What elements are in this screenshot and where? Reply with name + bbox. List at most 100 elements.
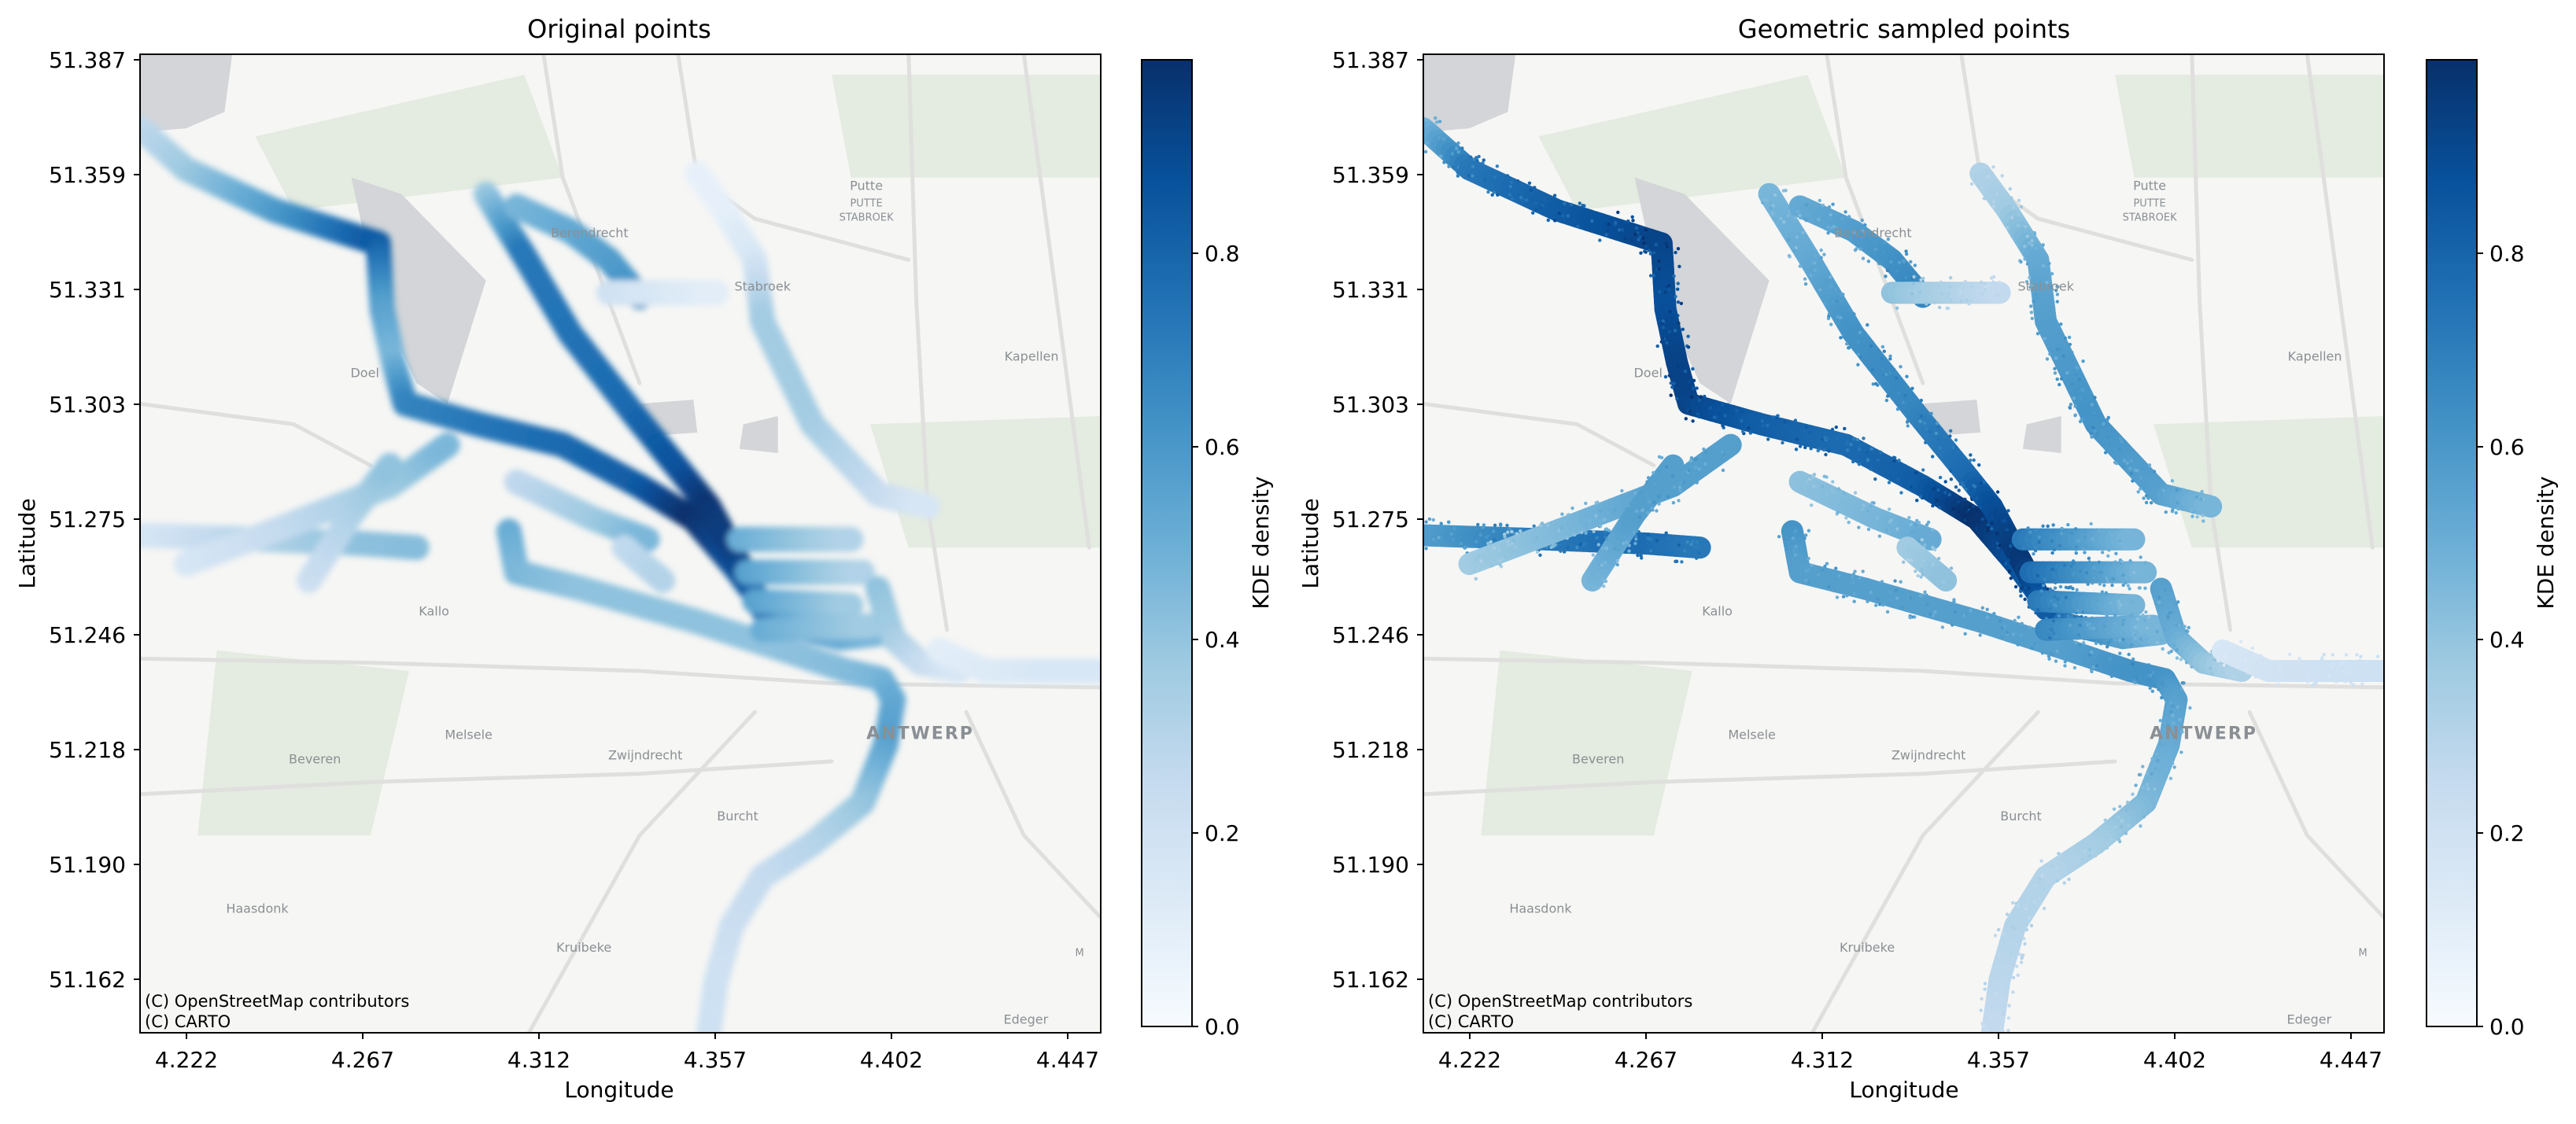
y-tick-label: 51.331 [1332,277,1409,303]
sample-point [2342,670,2345,674]
map-axes[interactable]: PuttePUTTESTABROEKBerendrechtStabroekKap… [1415,53,2386,1041]
sample-point [2074,545,2079,549]
sample-point [1972,504,1976,508]
sample-point [1642,241,1646,245]
sample-point [2078,419,2083,424]
sample-point [2172,765,2176,769]
sample-point [1825,562,1829,566]
sample-point [1779,216,1783,221]
sample-point [1938,475,1943,480]
sample-point [2020,586,2024,590]
sample-point [1985,615,1990,620]
sample-point [1851,572,1856,577]
sample-point [2013,927,2017,931]
sample-point [2154,752,2158,756]
sample-point [1813,261,1817,265]
sample-point [2091,851,2095,855]
sample-point [1648,252,1653,256]
y-axis-label: Latitude [1297,498,1323,588]
sample-point [1647,249,1652,252]
sample-point [2124,580,2128,585]
sample-point [1852,437,1856,441]
sample-point [1634,509,1639,514]
sample-point [1884,468,1888,472]
sample-point [1829,284,1833,288]
x-tick-label: 4.402 [860,1047,923,1073]
sample-point [1652,500,1656,504]
sample-point [1829,275,1832,279]
sample-point [2310,684,2314,687]
sample-point [1935,498,1939,503]
colorbar-tick-label: 0.0 [1205,1014,1240,1040]
sample-point [2117,661,2122,665]
sample-point [1909,522,1913,527]
sample-point [2005,912,2010,916]
sample-point [2118,805,2122,809]
sample-point [2209,666,2212,670]
sample-point [2107,548,2111,552]
x-tick-label: 4.267 [331,1047,394,1073]
sample-point [1895,269,1899,274]
sample-point [2184,661,2189,665]
sample-point [1431,537,1436,541]
sample-point [1437,536,1441,540]
sample-point [1996,927,2001,932]
sample-point [2162,720,2166,724]
sample-point [1985,607,1989,611]
map-place-label: Melsele [445,727,493,742]
sample-point [1543,198,1547,202]
sample-point [1477,555,1481,558]
sample-point [2074,640,2078,644]
sample-point [2129,668,2133,672]
sample-point [1655,509,1659,513]
sample-point [1766,198,1770,203]
sample-point [2052,547,2057,551]
sample-point [2096,827,2100,832]
water-area [1634,177,1770,404]
park-area [1538,75,1847,211]
sample-point [2090,650,2094,654]
sample-point [2122,618,2126,622]
sample-point [1826,231,1830,235]
sample-point [1861,569,1865,573]
sample-point [2135,802,2139,806]
map-place-label: Zwijndrecht [608,747,683,762]
sample-point [2106,440,2110,444]
vessel-track [2211,639,2384,687]
sample-point [1452,537,1456,542]
vessel-track [2150,577,2253,682]
sample-point [1633,541,1637,546]
sample-point [1499,523,1503,527]
sample-point [1605,537,1609,541]
sample-point [1992,988,1996,992]
sample-point [2171,704,2175,708]
sample-point [1841,595,1846,599]
sample-point [2278,665,2282,669]
vessel-track [742,588,864,618]
sample-point [2019,594,2023,598]
map-axes[interactable]: PuttePUTTESTABROEKBerendrechtStabroekKap… [139,53,1102,1041]
sample-point [2177,623,2181,628]
y-tick-label: 51.303 [1332,392,1409,418]
sample-point [2355,653,2359,657]
sample-point [1835,299,1839,304]
sample-point [2142,633,2147,637]
map-place-label: Beveren [289,752,341,767]
sample-point [2060,526,2064,531]
sample-point [2034,529,2038,533]
sample-point [2176,501,2179,505]
sample-point [2151,670,2155,675]
sample-point [2142,815,2146,819]
sample-point [1493,537,1497,542]
sample-point [1936,488,1940,492]
sample-point [1895,596,1899,600]
sample-point [1856,363,1860,367]
sample-point [2169,700,2173,704]
sample-point [1916,573,1920,578]
sample-point [2297,657,2301,661]
sample-point [1931,503,1935,508]
sample-point [1803,536,1807,540]
attribution-carto: (C) CARTO [145,1012,231,1031]
sample-point [1632,531,1637,535]
sample-point [2161,488,2165,492]
